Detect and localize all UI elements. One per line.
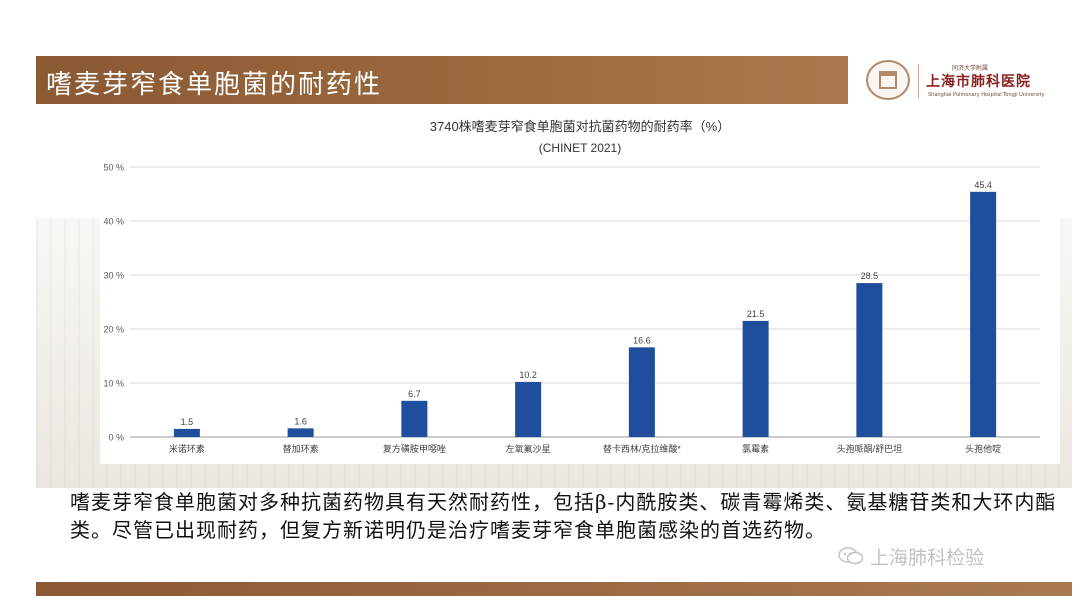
bar-value-label: 28.5 xyxy=(861,271,879,281)
chart-title: 3740株嗜麦芽窄食单胞菌对抗菌药物的耐药率（%） xyxy=(430,119,730,134)
y-tick-label: 40 % xyxy=(103,217,124,227)
bar-value-label: 16.6 xyxy=(633,335,651,345)
x-tick-label: 复方磺胺甲噁唑 xyxy=(383,443,446,454)
description-text: 嗜麦芽窄食单胞菌对多种抗菌药物具有天然耐药性，包括β-内酰胺类、碳青霉烯类、氨基… xyxy=(70,490,1057,542)
bar xyxy=(401,400,428,437)
bar xyxy=(287,428,314,437)
y-tick-label: 0 % xyxy=(108,433,124,443)
y-tick-label: 20 % xyxy=(103,325,124,335)
bar-value-label: 1.6 xyxy=(294,416,307,426)
bar-value-label: 10.2 xyxy=(519,370,537,380)
x-tick-label: 替卡西林/克拉维酸* xyxy=(603,443,682,454)
bar xyxy=(173,428,200,437)
hospital-logo: 同济大学附属 上海市肺科医院 Shanghai Pulmonary Hospit… xyxy=(862,58,1072,104)
logo-divider xyxy=(918,64,919,98)
logo-english-name: Shanghai Pulmonary Hospital Tongji Unive… xyxy=(928,92,1045,98)
wechat-icon xyxy=(838,547,864,565)
hospital-seal-icon xyxy=(866,60,910,100)
x-tick-label: 头孢哌酮/舒巴坦 xyxy=(837,443,903,454)
x-tick-label: 氯霉素 xyxy=(742,443,769,454)
resistance-bar-chart: 3740株嗜麦芽窄食单胞菌对抗菌药物的耐药率（%） (CHINET 2021) 0 … xyxy=(100,112,1060,464)
chart-background xyxy=(100,112,1060,464)
logo-affiliation: 同济大学附属 xyxy=(952,65,989,72)
bar xyxy=(856,283,883,437)
bar xyxy=(515,381,542,437)
footer-bar xyxy=(36,582,1072,596)
chart-subtitle: (CHINET 2021) xyxy=(539,141,621,155)
x-tick-label: 米诺环素 xyxy=(169,443,205,454)
x-tick-label: 头孢他啶 xyxy=(965,443,1001,454)
x-tick-label: 左氧氟沙星 xyxy=(506,443,551,454)
watermark-text: 上海肺科检验 xyxy=(870,546,985,569)
bar-value-label: 45.4 xyxy=(974,180,992,190)
bar-value-label: 1.5 xyxy=(181,417,194,427)
y-tick-label: 50 % xyxy=(103,163,124,173)
y-tick-label: 30 % xyxy=(103,271,124,281)
bar xyxy=(970,191,997,437)
bar-value-label: 6.7 xyxy=(408,389,421,399)
bar-value-label: 21.5 xyxy=(747,309,765,319)
watermark: 上海肺科检验 xyxy=(838,544,985,569)
bar xyxy=(742,320,769,437)
slide-title: 嗜麦芽窄食单胞菌的耐药性 xyxy=(46,70,383,100)
bar xyxy=(628,347,655,437)
logo-hospital-name: 上海市肺科医院 xyxy=(926,74,1031,90)
y-tick-label: 10 % xyxy=(103,379,124,389)
x-tick-label: 替加环素 xyxy=(283,443,319,454)
title-bar xyxy=(36,56,848,104)
